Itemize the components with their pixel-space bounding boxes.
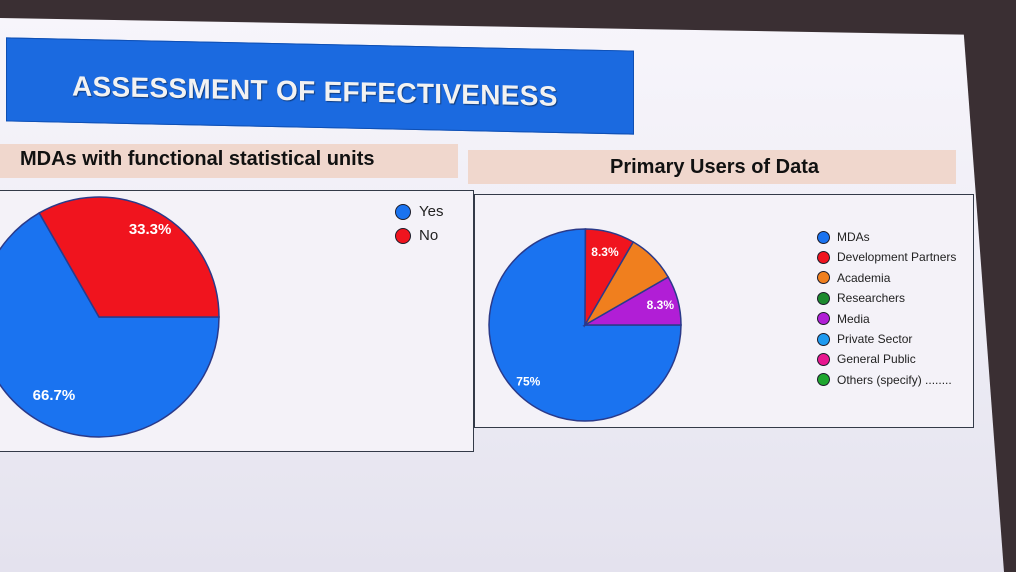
chart1-legend-label-no: No (419, 227, 439, 244)
chart2-legend-label-development-partners: Development Partners (837, 250, 957, 265)
chart1-legend-label-yes: Yes (419, 203, 444, 220)
chart2-legend-marker-academia (817, 271, 830, 285)
chart2-panel: 75% 8.3% 8.3% MDAs Development Partners Acad… (474, 194, 974, 428)
chart2-legend-label-academia: Academia (837, 270, 891, 285)
chart1-legend-item-yes: Yes (395, 203, 443, 220)
chart2-legend-marker-development-partners (817, 250, 830, 264)
chart2-legend-marker-media (817, 312, 830, 326)
chart2-label-mdas: 75% (516, 375, 540, 389)
chart2-legend-item-media: Media (817, 312, 870, 326)
chart2-legend-label-researchers: Researchers (837, 291, 906, 306)
chart2-legend-marker-general-public (817, 352, 830, 366)
chart2-label-development-partners: 8.3% (591, 245, 619, 259)
chart2-pie: 75% 8.3% 8.3% (488, 228, 682, 422)
chart2-legend-item-others-specify: Others (specify) ........ (817, 373, 952, 387)
chart2-legend-label-general-public: General Public (837, 352, 916, 367)
chart1-slice-yes (0, 211, 220, 438)
chart1-title: MDAs with functional statistical units (20, 148, 375, 170)
chart2-legend-item-general-public: General Public (817, 352, 916, 366)
chart2-legend-label-mdas: MDAs (837, 230, 870, 244)
chart2-legend-marker-others-specify (817, 373, 830, 387)
chart1-slice-no (38, 196, 220, 318)
chart2-header (468, 150, 956, 184)
chart2-legend-label-others-specify: Others (specify) ........ (837, 372, 952, 387)
chart1-legend-marker-no (395, 227, 411, 244)
chart1-legend-marker-yes (395, 203, 411, 220)
chart1-panel: 66.7% 33.3% Yes No (0, 190, 474, 452)
chart1-label-no: 33.3% (129, 221, 172, 238)
chart2-legend-marker-private-sector (817, 332, 830, 346)
chart1-header (0, 144, 458, 178)
chart2-legend-label-media: Media (837, 311, 870, 326)
chart2-legend-item-development-partners: Development Partners (817, 250, 956, 264)
chart2-slice-mdas (488, 228, 682, 422)
chart2-legend-item-academia: Academia (817, 271, 890, 285)
chart1-pie: 66.7% 33.3% (0, 196, 220, 438)
chart2-legend-marker-researchers (817, 291, 830, 305)
chart2-legend-marker-mdas (817, 230, 830, 244)
chart2-legend-label-private-sector: Private Sector (837, 332, 913, 346)
chart2-legend-item-researchers: Researchers (817, 291, 905, 305)
chart1-label-yes: 66.7% (33, 387, 76, 404)
chart2-title: Primary Users of Data (610, 156, 819, 178)
chart2-legend-item-private-sector: Private Sector (817, 332, 912, 346)
chart2-label-media: 8.3% (647, 298, 675, 312)
chart2-legend-item-mdas: MDAs (817, 230, 870, 244)
chart2-slice-media (582, 276, 682, 326)
chart1-legend-item-no: No (395, 227, 438, 244)
